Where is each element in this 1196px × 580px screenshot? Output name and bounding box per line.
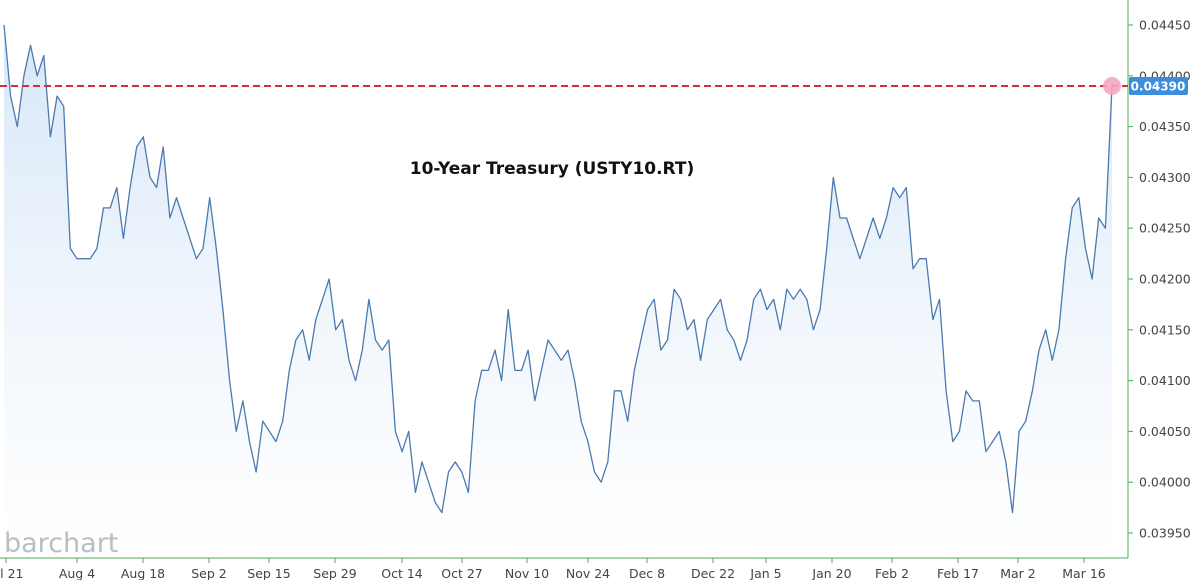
chart-area-fill-group [4,25,1112,558]
x-tick-label: Aug 18 [121,566,165,580]
y-axis-ticks: 0.044500.044000.043500.043000.042500.042… [1128,18,1191,541]
x-tick-label: Feb 2 [875,566,909,580]
x-tick-label: Feb 17 [937,566,979,580]
series-line [3,24,1113,514]
current-price-badge: 0.04390 [1129,76,1188,95]
current-price-marker [1103,76,1121,95]
y-tick-label: 0.04200 [1139,272,1191,287]
chart-line-group [3,24,1113,514]
x-tick-label: Jul 21 [0,566,23,580]
barchart-watermark: barchart [4,528,118,559]
y-tick-label: 0.04450 [1139,18,1191,33]
x-tick-label: Mar 2 [1000,566,1036,580]
x-tick-label: Sep 2 [191,566,227,580]
x-tick-label: Sep 15 [247,566,290,580]
x-tick-label: Mar 16 [1062,566,1106,580]
y-tick-label: 0.04350 [1139,119,1191,134]
current-price-label: 0.04390 [1131,79,1186,93]
y-tick-label: 0.04100 [1139,373,1191,388]
x-tick-label: Dec 8 [629,566,665,580]
x-tick-label: Sep 29 [313,566,356,580]
current-price-badge-bg [1129,76,1188,95]
x-tick-label: Jan 5 [749,566,781,580]
chart-title: 10-Year Treasury (USTY10.RT) [410,159,695,179]
x-tick-label: Dec 22 [691,566,735,580]
y-tick-label: 0.04150 [1139,322,1191,337]
y-tick-label: 0.03950 [1139,526,1191,541]
x-tick-label: Nov 24 [566,566,610,580]
x-tick-label: Jan 20 [811,566,851,580]
y-tick-label: 0.04050 [1139,424,1191,439]
x-tick-label: Aug 4 [59,566,95,580]
x-tick-label: Nov 10 [505,566,549,580]
y-tick-label: 0.04000 [1139,475,1191,490]
y-tick-label: 0.04300 [1139,170,1191,185]
series-area-fill [4,25,1112,558]
x-axis-ticks: Jul 21 Aug 4 Aug 18 Sep 2 Sep 15 Sep 29 Oct 14… [0,558,1106,580]
x-tick-label: Oct 14 [381,566,423,580]
x-tick-label: Oct 27 [441,566,483,580]
y-tick-label: 0.04250 [1139,221,1191,236]
